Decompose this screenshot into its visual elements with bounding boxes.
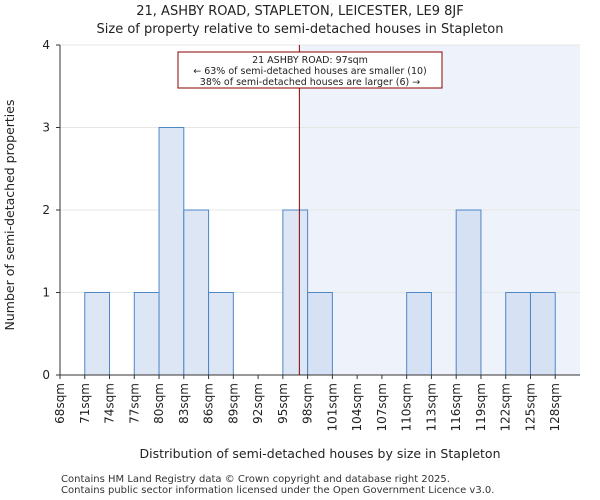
x-tick-label-20: 128sqm: [548, 383, 562, 431]
footer-licence: Contains public sector information licen…: [61, 485, 495, 496]
annotation-line-2: ← 63% of semi-detached houses are smalle…: [193, 66, 427, 77]
x-axis-label: Distribution of semi-detached houses by …: [140, 446, 501, 461]
x-tick-label-10: 98sqm: [301, 383, 315, 424]
bar-116sqm: [455, 209, 482, 376]
marker-annotation: 21 ASHBY ROAD: 97sqm ← 63% of semi-detac…: [177, 51, 443, 89]
annotation-line-1: 21 ASHBY ROAD: 97sqm: [252, 55, 368, 66]
x-tick-label-7: 89sqm: [226, 383, 240, 424]
x-tick-label-9: 95sqm: [276, 383, 290, 424]
x-tick-label-13: 107sqm: [375, 383, 389, 431]
y-tick-label-0: 0: [42, 368, 50, 382]
y-tick-label-3: 3: [42, 121, 50, 135]
x-tick-label-19: 125sqm: [523, 383, 537, 431]
x-tick-label-1: 71sqm: [78, 383, 92, 424]
x-tick-label-15: 113sqm: [424, 383, 438, 431]
x-tick-label-12: 104sqm: [350, 383, 364, 431]
annotation-line-3: 38% of semi-detached houses are larger (…: [200, 77, 420, 88]
bar-83sqm: [183, 209, 210, 376]
bar-122sqm: [505, 292, 531, 376]
bar-95sqm: [282, 209, 309, 376]
bar-125sqm: [529, 292, 556, 376]
y-ticks: 0 1 2 3 4: [42, 38, 60, 382]
x-tick-label-8: 92sqm: [251, 383, 265, 424]
x-tick-label-16: 116sqm: [449, 383, 463, 431]
y-tick-label-1: 1: [42, 286, 50, 300]
x-tick-label-17: 119sqm: [474, 383, 488, 431]
bar-80sqm: [158, 127, 185, 376]
bar-110sqm: [406, 292, 432, 376]
bar-86sqm: [208, 292, 234, 376]
x-tick-label-18: 122sqm: [499, 383, 513, 431]
bars: [84, 127, 556, 376]
annotation-box: [177, 51, 443, 89]
x-tick-label-6: 86sqm: [202, 383, 216, 424]
x-tick-label-14: 110sqm: [400, 383, 414, 431]
chart-title-line-2: Size of property relative to semi-detach…: [96, 22, 504, 37]
x-tick-label-4: 80sqm: [152, 383, 166, 424]
y-tick-label-2: 2: [42, 203, 50, 217]
bar-98sqm: [307, 292, 333, 376]
chart-title-line-1: 21, ASHBY ROAD, STAPLETON, LEICESTER, LE…: [136, 4, 464, 19]
bar-77sqm: [133, 292, 160, 376]
x-tick-label-3: 77sqm: [127, 383, 141, 424]
x-ticks: 68sqm 71sqm 74sqm 77sqm 80sqm 83sqm 86sqm 89sqm…: [53, 375, 562, 431]
x-tick-label-5: 83sqm: [177, 383, 191, 424]
y-axis-label: Number of semi-detached properties: [2, 100, 17, 331]
x-tick-label-11: 101sqm: [325, 383, 339, 431]
y-tick-label-4: 4: [42, 38, 50, 52]
bar-71sqm: [84, 292, 111, 376]
footer-copyright: Contains HM Land Registry data © Crown c…: [61, 474, 450, 485]
x-tick-label-2: 74sqm: [103, 383, 117, 424]
x-tick-label-0: 68sqm: [53, 383, 67, 424]
